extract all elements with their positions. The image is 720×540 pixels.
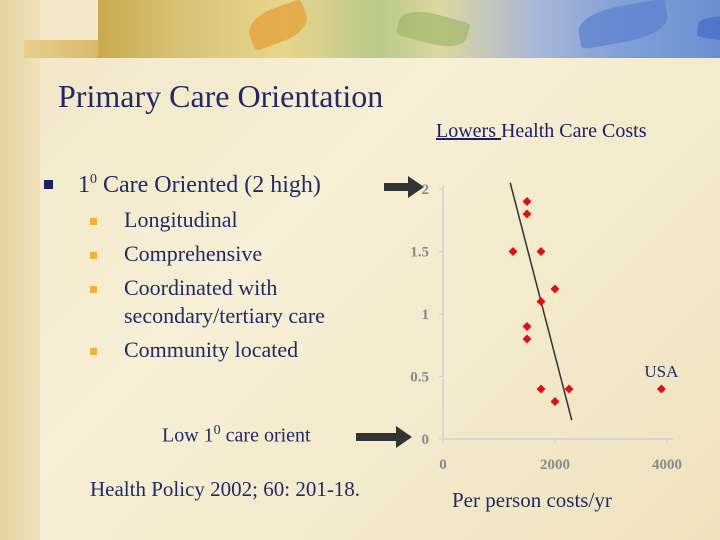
- sub-bullet-item: Longitudinal: [88, 206, 364, 234]
- data-point: [550, 397, 560, 406]
- usa-annotation: USA: [644, 362, 679, 381]
- square-bullet-icon: [90, 348, 97, 355]
- data-point: [522, 209, 532, 219]
- main-bullet-prefix: 1: [78, 172, 90, 198]
- y-tick-label: 0.5: [410, 370, 429, 386]
- sub-bullet-label: Longitudinal: [124, 207, 238, 232]
- sub-bullet-item: Coordinated with secondary/tertiary care: [88, 274, 364, 330]
- sub-bullet-item: Community located: [88, 336, 364, 364]
- data-point: [536, 297, 546, 306]
- data-point: [656, 384, 666, 394]
- sub-bullet-item: Comprehensive: [88, 240, 364, 268]
- x-tick-label: 0: [439, 457, 447, 473]
- square-bullet-icon: [90, 286, 97, 293]
- slide-title: Primary Care Orientation: [58, 78, 384, 114]
- main-bullet-label: Care Oriented (2 high): [97, 172, 321, 198]
- y-tick-label: 1.5: [410, 245, 429, 261]
- square-bullet-icon: [90, 218, 97, 225]
- sub-bullet-label: Community located: [124, 337, 299, 362]
- sub-bullet-label: Comprehensive: [124, 241, 263, 266]
- data-point: [522, 334, 532, 344]
- chart-heading-underlined: Lowers: [436, 120, 501, 142]
- low-arrow-icon: [356, 426, 412, 448]
- main-bullet-sup: 0: [90, 172, 97, 187]
- square-bullet-icon: [44, 180, 53, 189]
- low-note-sup: 0: [213, 423, 221, 438]
- y-tick-label: 1: [422, 307, 430, 323]
- low-note-prefix: Low 1: [162, 424, 214, 447]
- data-point: [508, 247, 518, 256]
- data-point: [536, 247, 546, 256]
- data-point: [522, 197, 532, 206]
- banner-strip: [24, 40, 98, 58]
- square-bullet-icon: [90, 252, 97, 259]
- citation: Health Policy 2002; 60: 201-18.: [90, 477, 361, 501]
- low-note-rest: care orient: [220, 424, 311, 447]
- data-point: [522, 322, 532, 331]
- sub-bullet-list: Longitudinal Comprehensive Coordinated w…: [88, 206, 364, 370]
- x-tick-label: 4000: [652, 457, 682, 473]
- data-point: [536, 384, 546, 394]
- high-arrow-icon: [384, 176, 424, 198]
- x-axis-caption: Per person costs/yr: [452, 488, 612, 512]
- y-tick-label: 2: [422, 182, 430, 198]
- chart-heading-rest: Health Care Costs: [500, 120, 647, 142]
- x-tick-label: 2000: [540, 457, 570, 473]
- chart-heading: Lowers Health Care Costs: [436, 120, 647, 143]
- main-bullet-text: 10 Care Oriented (2 high): [78, 172, 321, 199]
- header-banner: [98, 0, 720, 58]
- sub-bullet-label: Coordinated with secondary/tertiary care: [124, 275, 325, 328]
- data-point: [564, 384, 574, 394]
- data-point: [550, 284, 560, 294]
- background-paper-edge: [0, 0, 40, 540]
- low-care-note: Low 10 care orient: [162, 423, 311, 448]
- y-tick-label: 0: [422, 432, 430, 448]
